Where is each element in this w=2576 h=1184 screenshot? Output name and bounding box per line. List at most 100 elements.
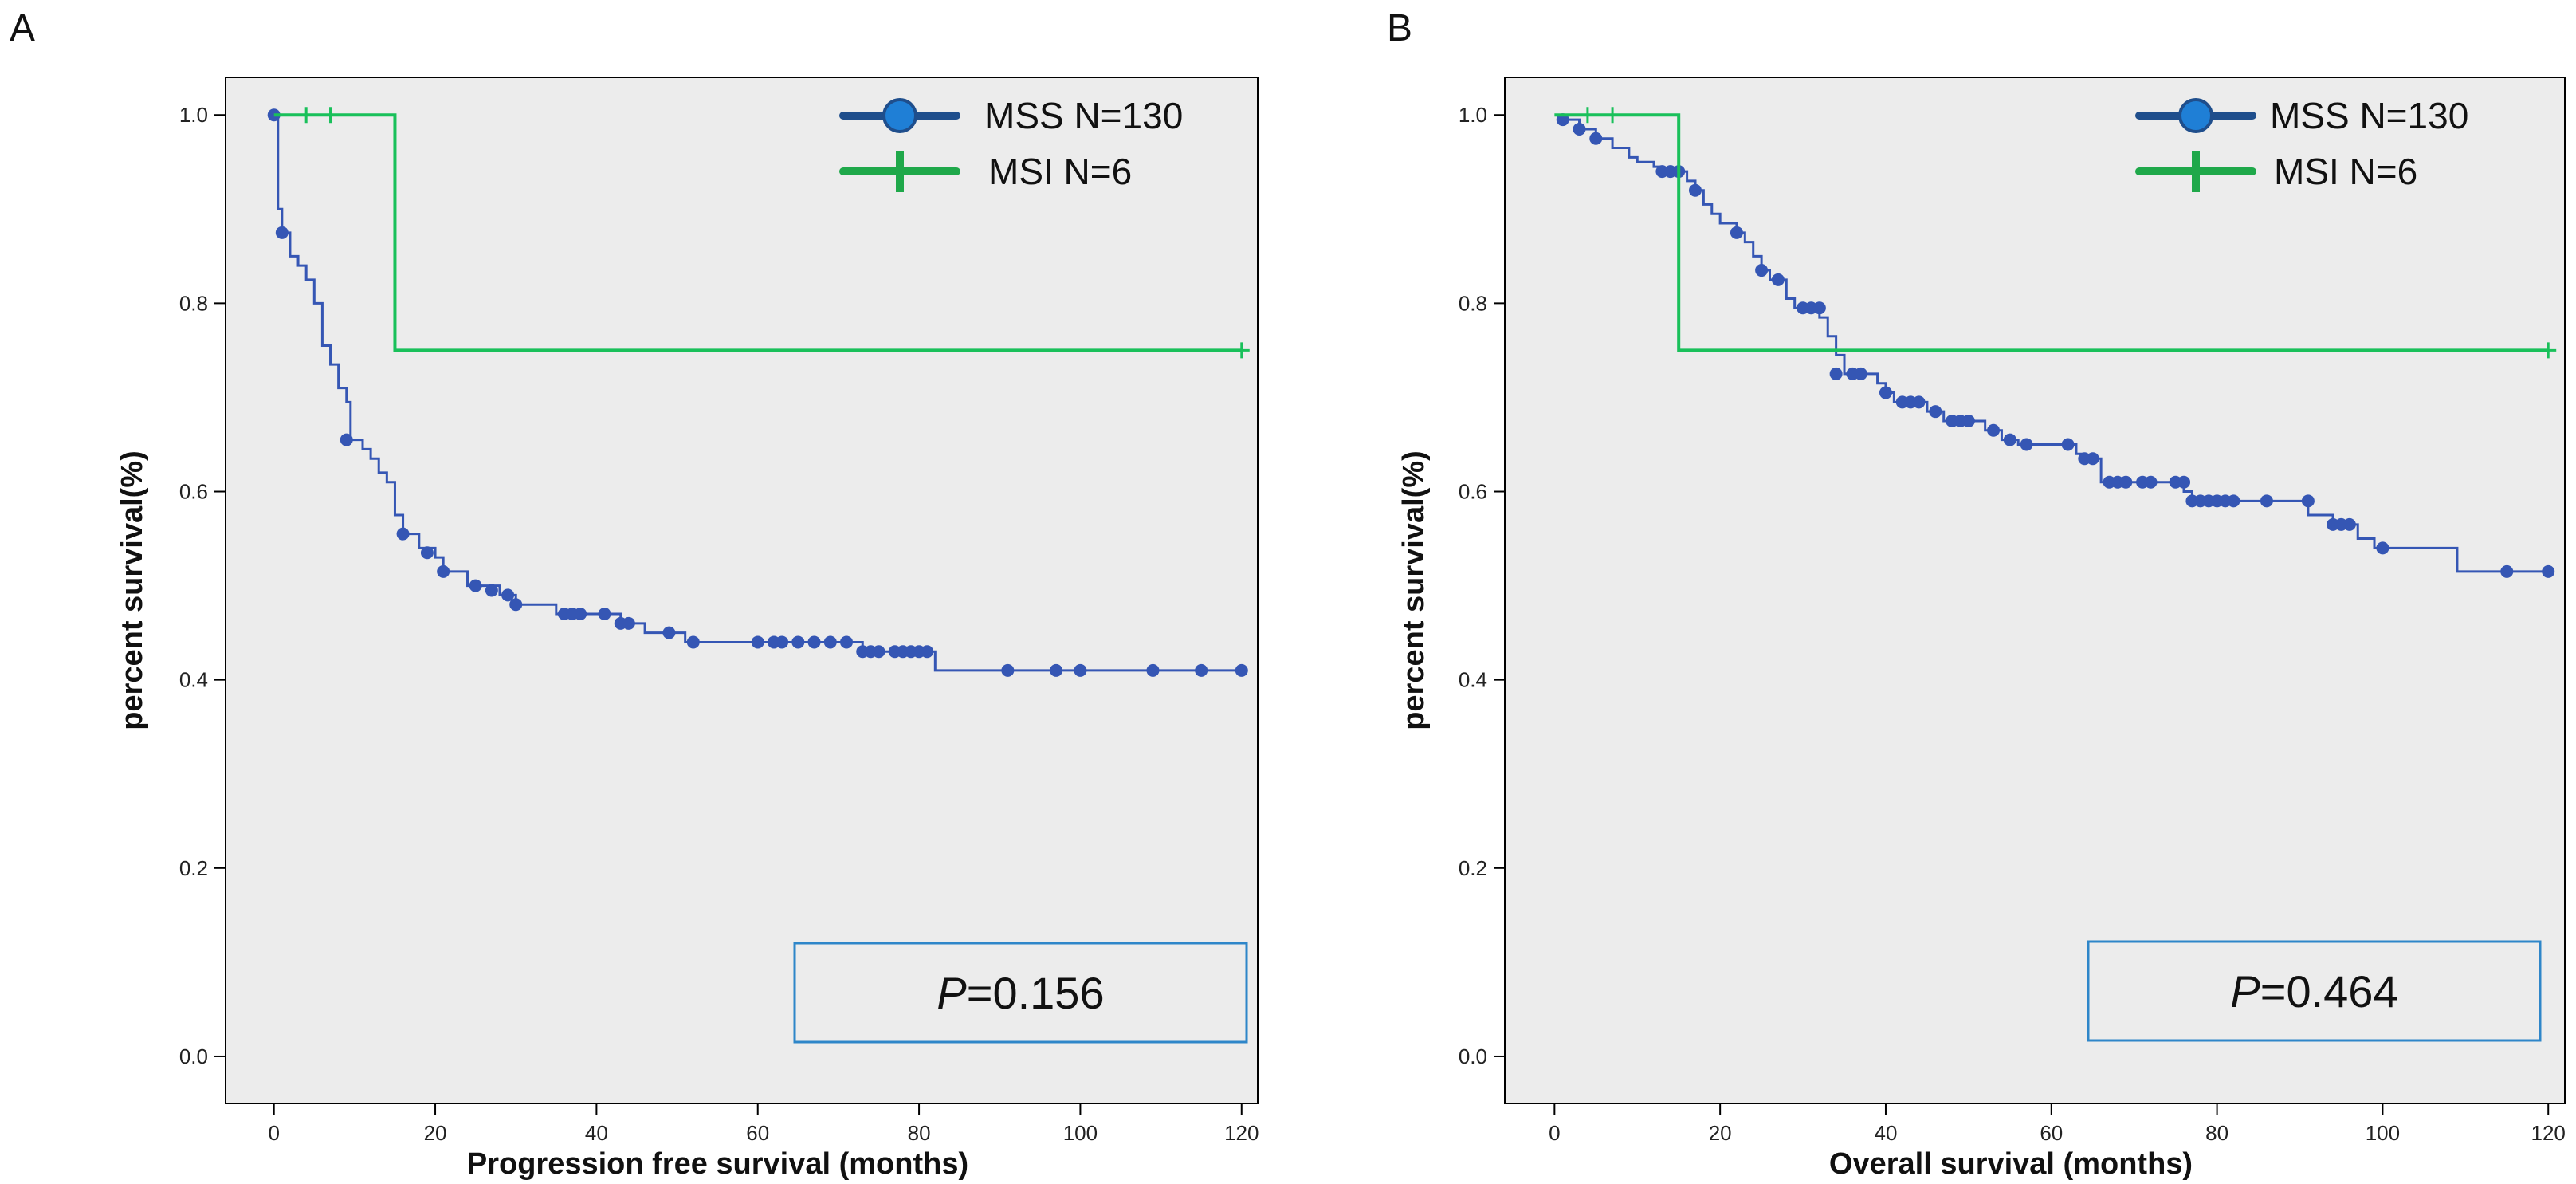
panel-label-a: A	[10, 7, 36, 49]
censor-mark-mss	[2086, 452, 2099, 466]
p-value-prefix: P	[2230, 966, 2260, 1017]
censor-mark-mss	[2301, 494, 2315, 508]
censor-mark-mss	[1879, 386, 1892, 399]
censor-mark-mss	[2500, 564, 2514, 578]
p-value-prefix: P	[937, 968, 966, 1018]
censor-mark-mss	[1812, 301, 1826, 315]
censor-mark-mss	[807, 635, 821, 649]
censor-mark-mss	[574, 608, 587, 621]
censor-mark-mss	[2260, 494, 2273, 508]
censor-mark-mss	[662, 626, 676, 639]
p-value-box	[793, 942, 1248, 1044]
censor-mark-mss	[2227, 494, 2240, 508]
censor-mark-mss	[1001, 663, 1015, 677]
censor-mark-mss	[1755, 264, 1769, 277]
p-value-box	[2087, 940, 2542, 1042]
y-tick-label: 0.8	[179, 291, 208, 315]
series-line-mss	[273, 113, 1242, 672]
x-tick-label: 0	[268, 1121, 279, 1145]
censor-mark-mss	[1987, 423, 2001, 437]
y-axis-title: percent survival(%)	[116, 450, 149, 730]
x-tick-label: 20	[424, 1121, 447, 1145]
censor-mark-mss	[2177, 475, 2191, 489]
censor-mark-mss	[686, 635, 700, 649]
x-tick-label: 80	[908, 1121, 931, 1145]
y-tick-label: 1.0	[1459, 103, 1487, 127]
censor-mark-mss	[2376, 541, 2389, 555]
legend-label-msi: MSI N=6	[988, 151, 1132, 192]
censor-mark-mss	[396, 527, 410, 541]
legend-marker-mss	[882, 98, 917, 133]
x-tick-label: 40	[1875, 1121, 1898, 1145]
censor-mark-mss	[622, 616, 635, 630]
censor-mark-mss	[791, 635, 805, 649]
censor-mark-mss	[1573, 122, 1586, 136]
x-tick-label: 100	[2366, 1121, 2400, 1145]
plot-area	[225, 77, 1259, 1104]
p-value-number: =0.464	[2260, 966, 2398, 1017]
censor-mark-mss	[1771, 273, 1785, 286]
y-tick-label: 0.6	[179, 480, 208, 504]
censor-mark-mss	[2061, 438, 2075, 451]
censor-mark-mss	[1074, 663, 1087, 677]
x-tick-label: 120	[2531, 1121, 2566, 1145]
x-tick-label: 0	[1549, 1121, 1560, 1145]
x-tick-label: 60	[2040, 1121, 2063, 1145]
censor-mark-mss	[2020, 438, 2033, 451]
legend-marker-mss	[2178, 98, 2213, 133]
y-tick-label: 0.8	[1459, 291, 1487, 315]
censor-mark-mss	[1829, 367, 1843, 380]
censor-mark-mss	[420, 546, 434, 560]
x-tick-label: 100	[1063, 1121, 1098, 1145]
censor-mark-mss	[275, 226, 289, 239]
censor-mark-mss	[469, 579, 482, 592]
censor-mark-mss	[1730, 226, 1743, 239]
censor-mark-mss	[2542, 564, 2555, 578]
p-value-text: P=0.464	[2230, 966, 2397, 1017]
y-tick-label: 0.4	[179, 668, 208, 692]
km-chart-overall: 0.0 0.2 0.4 0.6 0.8 1.0 0 20 40 60 80 100 120 Overall…	[1397, 77, 2566, 1181]
x-tick-label: 120	[1224, 1121, 1259, 1145]
legend-label-msi: MSI N=6	[2274, 151, 2417, 192]
p-value-text: P=0.156	[937, 968, 1104, 1018]
censor-mark-mss	[1854, 367, 1867, 380]
censor-mark-mss	[1050, 663, 1063, 677]
censor-mark-mss	[751, 635, 764, 649]
censor-mark-msi	[322, 107, 339, 124]
censor-mark-mss	[437, 564, 450, 578]
censor-mark-mss	[598, 608, 611, 621]
x-tick-label: 40	[585, 1121, 608, 1145]
x-tick-label: 20	[1709, 1121, 1732, 1145]
censor-mark-mss	[1235, 663, 1248, 677]
censor-mark-mss	[485, 584, 498, 597]
censor-mark-mss	[2144, 475, 2158, 489]
y-tick-label: 1.0	[179, 103, 208, 127]
censor-mark-mss	[921, 645, 934, 659]
censor-mark-mss	[1146, 663, 1160, 677]
y-tick-label: 0.0	[1459, 1044, 1487, 1068]
censor-mark-mss	[2119, 475, 2133, 489]
censor-mark-mss	[501, 588, 515, 602]
censor-mark-mss	[1912, 395, 1926, 409]
x-axis-title: Overall survival (months)	[1829, 1147, 2193, 1181]
censor-mark-mss	[823, 635, 837, 649]
y-axis-title: percent survival(%)	[1397, 450, 1431, 730]
censor-mark-mss	[2003, 433, 2016, 446]
censor-mark-mss	[2342, 517, 2356, 531]
censor-mark-mss	[1929, 405, 1942, 419]
y-tick-label: 0.2	[179, 856, 208, 880]
y-tick-label: 0.4	[1459, 668, 1487, 692]
censor-mark-msi	[1233, 342, 1250, 359]
censor-mark-mss	[1195, 663, 1208, 677]
legend-label-mss: MSS N=130	[2270, 95, 2468, 136]
censor-mark-mss	[1589, 132, 1603, 145]
x-axis-title: Progression free survival (months)	[467, 1147, 968, 1181]
y-tick-label: 0.0	[179, 1044, 208, 1068]
censor-mark-mss	[509, 598, 523, 612]
km-chart-progression-free: 0.0 0.2 0.4 0.6 0.8 1.0 0 20 40 60 80 100 120 Progres…	[116, 77, 1259, 1181]
y-tick-label: 0.2	[1459, 856, 1487, 880]
panel-label-b: B	[1387, 7, 1413, 49]
legend-label-mss: MSS N=130	[984, 95, 1183, 136]
censor-mark-msi	[2540, 342, 2557, 359]
plot-area	[1504, 77, 2566, 1104]
